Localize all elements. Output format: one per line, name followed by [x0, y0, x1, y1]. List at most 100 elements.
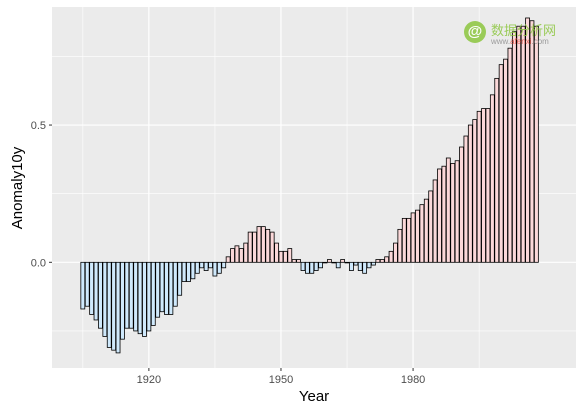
bar	[137, 261, 143, 335]
bar	[133, 261, 139, 332]
bar	[128, 261, 134, 329]
bar	[243, 242, 249, 263]
bar	[344, 261, 350, 264]
bar	[305, 261, 310, 274]
bar	[349, 261, 354, 271]
bar	[212, 261, 218, 277]
bar	[269, 231, 275, 263]
watermark-title: 数据分析网	[491, 23, 557, 38]
bar	[164, 261, 169, 315]
bar	[194, 261, 200, 274]
x-tick-label: 1920	[137, 374, 161, 386]
bar	[84, 261, 90, 307]
bar	[93, 261, 99, 321]
bar	[238, 248, 244, 263]
bar	[397, 228, 403, 263]
bar	[432, 179, 438, 263]
axes: 1920 1950 1980 0.0 0.5	[31, 120, 426, 386]
bar	[445, 157, 451, 263]
bars	[80, 17, 539, 354]
bar	[287, 248, 293, 263]
bar	[472, 119, 478, 263]
bar	[318, 261, 323, 269]
bar	[437, 168, 442, 263]
bar	[450, 163, 456, 263]
bar	[384, 256, 390, 263]
bar	[265, 228, 271, 263]
bar	[278, 250, 284, 263]
bar	[489, 94, 495, 263]
x-tick-label: 1950	[269, 374, 293, 386]
bar	[309, 261, 315, 274]
bar	[291, 259, 297, 263]
bar	[494, 77, 500, 263]
watermark-url: www.afenxi.com	[491, 37, 549, 46]
bar	[401, 217, 407, 263]
bar	[234, 245, 240, 263]
bar	[256, 226, 262, 263]
bar	[300, 261, 306, 271]
bar	[485, 108, 491, 263]
y-tick-label: 0.5	[31, 120, 46, 132]
bar	[115, 261, 121, 354]
bar	[168, 261, 174, 315]
bar	[463, 135, 469, 263]
bar	[322, 261, 328, 264]
bar	[362, 261, 368, 274]
bar	[467, 124, 473, 263]
bar	[252, 231, 257, 263]
bar	[274, 242, 279, 263]
watermark-url-suffix: .com	[531, 37, 549, 46]
bar	[199, 261, 205, 269]
bar	[357, 261, 363, 271]
bar	[150, 261, 156, 326]
bar	[459, 146, 464, 263]
bar	[454, 160, 460, 263]
bar	[375, 259, 381, 263]
bar	[172, 261, 178, 307]
bar	[190, 261, 196, 280]
bar	[124, 261, 130, 329]
bar	[80, 261, 86, 310]
bar	[208, 261, 213, 269]
bar	[371, 261, 376, 266]
bar	[511, 31, 517, 263]
bar	[481, 108, 486, 263]
bar	[507, 47, 513, 263]
bar	[203, 261, 209, 271]
watermark-logo: @ 数据分析网 www.afenxi.com	[464, 20, 574, 52]
bar	[393, 242, 398, 263]
watermark-url-brand: afenxi	[510, 37, 532, 46]
bar	[111, 261, 117, 351]
bar	[216, 261, 222, 274]
bar	[410, 212, 416, 263]
bar	[155, 261, 161, 318]
bar	[89, 261, 95, 315]
bar	[516, 25, 522, 263]
x-tick-label: 1980	[401, 374, 425, 386]
bar	[296, 259, 301, 263]
bar	[98, 261, 103, 329]
bar	[353, 261, 359, 266]
bar	[388, 250, 394, 263]
bar	[419, 204, 425, 263]
bar	[120, 261, 125, 340]
bar	[379, 259, 385, 263]
bar	[423, 198, 429, 263]
bar	[529, 20, 535, 263]
bar	[441, 165, 447, 263]
bar	[335, 261, 341, 269]
x-axis-title: Year	[299, 388, 329, 405]
watermark-url-prefix: www.	[491, 37, 511, 46]
bar	[313, 261, 319, 271]
bar	[282, 250, 288, 263]
bar	[525, 17, 530, 263]
bar	[498, 64, 504, 263]
bar	[186, 261, 191, 282]
bar	[247, 231, 253, 263]
bar	[415, 209, 420, 263]
bar	[146, 261, 152, 332]
bar	[476, 110, 482, 263]
